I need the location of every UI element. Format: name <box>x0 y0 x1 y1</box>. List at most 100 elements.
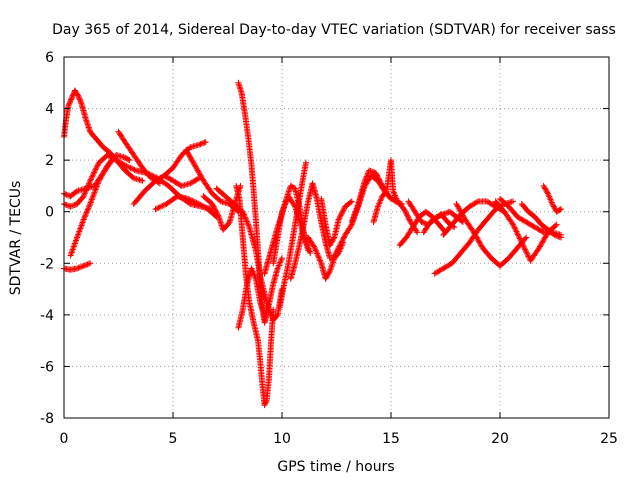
data-point <box>279 208 285 215</box>
data-point <box>455 204 462 211</box>
data-point <box>152 206 159 213</box>
data-point <box>377 180 384 187</box>
data-point <box>72 188 79 195</box>
data-point <box>473 233 480 240</box>
data-point <box>401 207 408 214</box>
data-point <box>382 189 389 196</box>
data-point <box>245 222 252 229</box>
data-point <box>333 248 340 255</box>
data-point <box>198 140 205 147</box>
y-tick-label: 0 <box>45 205 54 221</box>
data-point <box>262 400 269 407</box>
data-point <box>326 269 333 276</box>
data-point <box>66 99 73 106</box>
data-point <box>336 242 343 249</box>
data-point <box>421 220 428 227</box>
data-point <box>89 172 96 179</box>
data-point <box>87 200 94 207</box>
data-point <box>374 172 381 179</box>
data-point <box>329 256 336 263</box>
data-point <box>190 198 197 205</box>
y-tick-label: 2 <box>45 153 54 169</box>
data-point <box>87 260 94 267</box>
data-point <box>250 271 257 278</box>
data-point <box>403 211 410 218</box>
x-tick-label: 0 <box>60 431 69 447</box>
data-point <box>402 208 409 215</box>
data-point <box>194 200 201 207</box>
data-point <box>522 235 529 242</box>
data-point <box>471 230 478 237</box>
data-point <box>193 199 200 206</box>
data-point <box>478 242 485 249</box>
data-point <box>76 96 83 103</box>
data-point <box>368 168 375 175</box>
data-point <box>185 150 192 157</box>
x-tick-label: 5 <box>169 431 178 447</box>
data-point <box>69 92 76 99</box>
data-point <box>261 402 268 409</box>
data-point <box>324 271 331 278</box>
grid <box>64 57 609 418</box>
data-point <box>310 243 317 250</box>
data-point <box>544 190 551 197</box>
data-point <box>347 222 354 229</box>
data-point <box>475 237 482 244</box>
data-point <box>472 231 479 238</box>
data-point <box>543 188 550 195</box>
data-point <box>392 193 399 200</box>
data-point <box>252 274 259 281</box>
data-point <box>263 398 270 405</box>
data-point <box>89 193 96 200</box>
data-point <box>545 192 552 199</box>
data-point <box>333 249 340 256</box>
y-tick-label: 6 <box>45 50 54 66</box>
data-point <box>513 228 520 235</box>
data-point <box>314 250 321 257</box>
data-point <box>91 169 98 176</box>
data-point <box>69 93 76 100</box>
data-point <box>209 202 216 209</box>
data-point <box>302 239 309 246</box>
data-point <box>68 96 75 103</box>
data-point <box>64 202 71 209</box>
data-point <box>374 203 381 210</box>
data-point <box>192 199 199 206</box>
data-point <box>336 243 343 250</box>
x-tick-label: 25 <box>600 431 618 447</box>
data-point <box>89 173 96 180</box>
data-point <box>92 186 99 193</box>
data-point <box>547 196 554 203</box>
data-point <box>376 199 383 206</box>
data-point <box>67 203 74 210</box>
data-point <box>405 213 412 220</box>
data-point <box>376 200 383 207</box>
data-point <box>539 238 546 245</box>
data-point <box>418 219 425 226</box>
data-point <box>413 228 420 235</box>
data-point <box>378 196 385 203</box>
data-point <box>183 148 190 155</box>
data-point <box>216 197 223 204</box>
data-point <box>200 140 207 147</box>
data-point <box>336 215 343 222</box>
data-point <box>516 234 523 241</box>
data-point <box>274 265 281 272</box>
data-point <box>475 238 482 245</box>
data-point <box>518 239 525 246</box>
data-point <box>510 198 517 205</box>
data-point <box>549 200 556 207</box>
series-arc21 <box>305 234 347 282</box>
data-point <box>68 95 75 102</box>
data-point <box>66 100 73 107</box>
data-point <box>390 189 397 196</box>
data-point <box>376 177 383 184</box>
data-point <box>338 210 345 217</box>
data-point <box>459 212 466 219</box>
data-point <box>74 91 81 98</box>
data-point <box>88 174 95 181</box>
data-point <box>313 249 320 256</box>
data-point <box>93 183 100 190</box>
data-point <box>82 210 89 217</box>
